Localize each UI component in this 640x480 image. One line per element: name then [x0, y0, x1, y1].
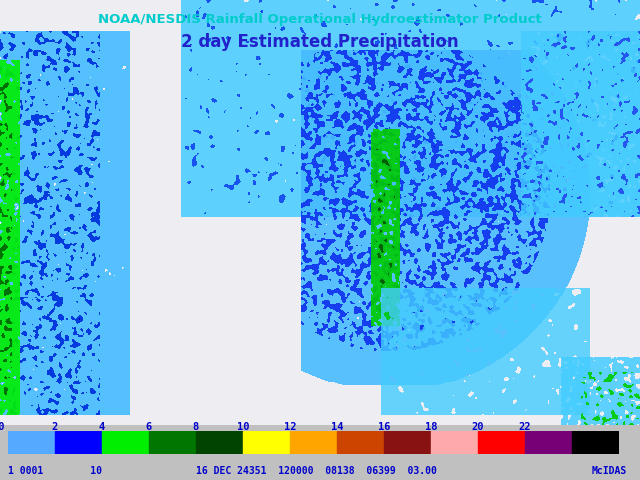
Text: 1 0001        10                16 DEC 24351  120000  08138  06399  03.00: 1 0001 10 16 DEC 24351 120000 08138 0639…: [8, 466, 436, 476]
Text: 8: 8: [193, 421, 199, 432]
Text: 12: 12: [284, 421, 296, 432]
Bar: [572, 431, 619, 454]
Text: McIDAS: McIDAS: [592, 466, 627, 476]
Text: 20: 20: [472, 421, 484, 432]
Bar: [525, 431, 572, 454]
Bar: [54, 431, 102, 454]
Text: 6: 6: [146, 421, 152, 432]
Text: 18: 18: [424, 421, 437, 432]
Bar: [243, 431, 290, 454]
Text: 2: 2: [52, 421, 58, 432]
Bar: [290, 431, 337, 454]
Bar: [8, 431, 54, 454]
Bar: [478, 431, 525, 454]
Bar: [148, 431, 196, 454]
Bar: [196, 431, 243, 454]
Bar: [431, 431, 478, 454]
Bar: [337, 431, 384, 454]
Text: 16: 16: [378, 421, 390, 432]
Text: 2 day Estimated Precipitation: 2 day Estimated Precipitation: [181, 33, 459, 50]
Text: 4: 4: [99, 421, 105, 432]
Text: 22: 22: [518, 421, 531, 432]
Text: INCH 0: INCH 0: [0, 421, 4, 432]
Bar: [384, 431, 431, 454]
Bar: [102, 431, 148, 454]
Text: 14: 14: [330, 421, 343, 432]
Text: NOAA/NESDIS Rainfall Operational Hydroestimator Product: NOAA/NESDIS Rainfall Operational Hydroes…: [98, 13, 542, 26]
Text: 10: 10: [237, 421, 249, 432]
